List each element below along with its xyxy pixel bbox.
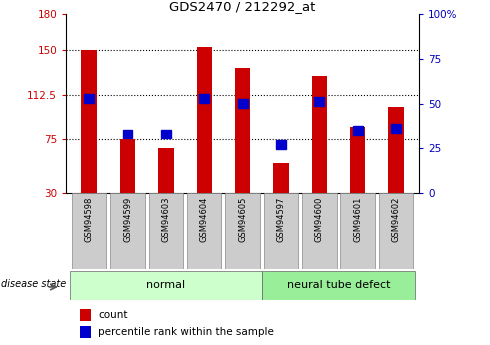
Bar xyxy=(84,93,94,102)
Text: count: count xyxy=(98,310,127,320)
Bar xyxy=(122,129,132,138)
Text: GSM94601: GSM94601 xyxy=(353,197,362,243)
Bar xyxy=(235,68,250,193)
Text: GSM94598: GSM94598 xyxy=(85,197,94,243)
Text: GSM94599: GSM94599 xyxy=(123,197,132,242)
Text: percentile rank within the sample: percentile rank within the sample xyxy=(98,327,274,337)
Bar xyxy=(120,139,135,193)
Bar xyxy=(314,97,324,106)
Bar xyxy=(80,309,91,321)
Bar xyxy=(262,271,415,300)
Text: GSM94603: GSM94603 xyxy=(161,197,171,243)
Bar xyxy=(276,140,286,149)
Bar xyxy=(148,193,183,269)
Bar xyxy=(353,126,363,135)
Bar xyxy=(196,47,212,193)
Text: GSM94600: GSM94600 xyxy=(315,197,324,243)
Bar xyxy=(302,193,337,269)
Text: GSM94597: GSM94597 xyxy=(276,197,285,243)
Bar xyxy=(161,129,171,138)
Bar xyxy=(199,93,209,102)
Bar xyxy=(225,193,260,269)
Bar xyxy=(312,76,327,193)
Text: GSM94604: GSM94604 xyxy=(200,197,209,243)
Bar xyxy=(81,50,97,193)
Bar xyxy=(80,326,91,338)
Bar xyxy=(341,193,375,269)
Bar xyxy=(187,193,221,269)
Bar xyxy=(273,163,289,193)
Bar xyxy=(72,193,106,269)
Text: disease state: disease state xyxy=(1,279,67,289)
Bar xyxy=(264,193,298,269)
Text: GSM94605: GSM94605 xyxy=(238,197,247,243)
Bar xyxy=(158,148,173,193)
Text: GSM94602: GSM94602 xyxy=(392,197,400,243)
Text: neural tube defect: neural tube defect xyxy=(287,280,390,290)
Bar xyxy=(238,99,247,108)
Bar xyxy=(388,107,404,193)
Bar xyxy=(110,193,145,269)
Title: GDS2470 / 212292_at: GDS2470 / 212292_at xyxy=(170,0,316,13)
Bar xyxy=(70,271,262,300)
Text: normal: normal xyxy=(147,280,185,290)
Bar xyxy=(350,127,365,193)
Bar xyxy=(379,193,413,269)
Bar xyxy=(391,124,401,133)
